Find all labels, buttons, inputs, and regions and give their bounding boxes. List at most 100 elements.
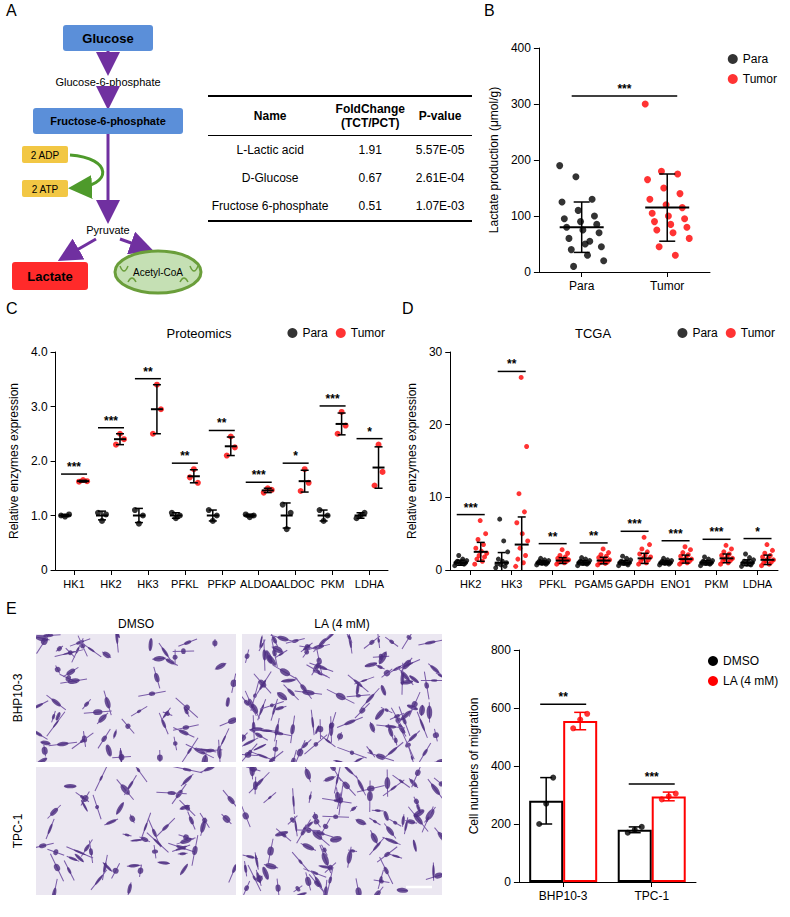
svg-text:2.0: 2.0 xyxy=(31,454,48,468)
svg-text:300: 300 xyxy=(511,97,531,111)
svg-text:0: 0 xyxy=(504,875,511,889)
svg-text:400: 400 xyxy=(511,41,531,55)
svg-text:800: 800 xyxy=(491,643,511,657)
svg-text:100: 100 xyxy=(511,209,531,223)
svg-text:**: ** xyxy=(507,357,517,371)
html-text:L-Lactic acid: L-Lactic acid xyxy=(236,143,304,157)
svg-text:2 ATP: 2 ATP xyxy=(32,184,59,195)
svg-text:400: 400 xyxy=(491,759,511,773)
svg-text:Relative enzymes expression: Relative enzymes expression xyxy=(405,383,419,539)
svg-text:Para: Para xyxy=(692,326,718,340)
svg-text:HK2: HK2 xyxy=(460,578,481,590)
svg-text:600: 600 xyxy=(491,701,511,715)
svg-text:HK2: HK2 xyxy=(100,578,121,590)
svg-text:PFKL: PFKL xyxy=(539,578,567,590)
svg-text:Glucose-6-phosphate: Glucose-6-phosphate xyxy=(55,76,160,88)
svg-text:Cell numbers of migration: Cell numbers of migration xyxy=(467,698,481,835)
html-text:0.67: 0.67 xyxy=(358,171,382,185)
html-text:FoldChange (TCT/PCT): FoldChange (TCT/PCT) xyxy=(335,102,405,130)
svg-text:PKM: PKM xyxy=(705,578,729,590)
svg-text:Lactate production (μmol/g): Lactate production (μmol/g) xyxy=(487,87,501,233)
svg-text:Proteomics: Proteomics xyxy=(166,326,232,341)
svg-text:LDHA: LDHA xyxy=(743,578,773,590)
svg-text:Acetyl-CoA: Acetyl-CoA xyxy=(133,267,183,278)
svg-text:DMSO: DMSO xyxy=(118,617,154,631)
svg-text:200: 200 xyxy=(491,817,511,831)
svg-text:***: *** xyxy=(710,525,724,539)
svg-text:Tumor: Tumor xyxy=(743,72,777,86)
svg-text:DMSO: DMSO xyxy=(723,654,759,668)
svg-text:HK1: HK1 xyxy=(63,578,84,590)
svg-text:HK3: HK3 xyxy=(501,578,522,590)
svg-text:LDHA: LDHA xyxy=(355,578,385,590)
svg-text:***: *** xyxy=(617,82,631,96)
svg-text:BHP10-3: BHP10-3 xyxy=(539,889,588,903)
svg-text:Fructose-6-phosphate: Fructose-6-phosphate xyxy=(50,115,166,127)
svg-text:3.0: 3.0 xyxy=(31,400,48,414)
svg-text:PFKP: PFKP xyxy=(207,578,236,590)
svg-text:2 ADP: 2 ADP xyxy=(31,150,60,161)
svg-text:TPC-1: TPC-1 xyxy=(634,889,669,903)
svg-text:***: *** xyxy=(252,468,266,482)
svg-text:*: * xyxy=(293,449,298,463)
svg-text:**: ** xyxy=(548,530,558,544)
svg-text:Para: Para xyxy=(569,279,595,293)
svg-text:***: *** xyxy=(67,460,81,474)
svg-text:Tumor: Tumor xyxy=(741,326,775,340)
svg-text:PFKL: PFKL xyxy=(171,578,199,590)
svg-text:Pyruvate: Pyruvate xyxy=(86,224,129,236)
svg-text:0: 0 xyxy=(524,265,531,279)
svg-text:Tumor: Tumor xyxy=(351,326,385,340)
html-text:Fructose 6-phosphate: Fructose 6-phosphate xyxy=(211,199,329,213)
svg-text:BHP10-3: BHP10-3 xyxy=(11,673,25,722)
svg-text:30: 30 xyxy=(429,345,443,359)
svg-text:1.0: 1.0 xyxy=(31,509,48,523)
svg-text:***: *** xyxy=(628,517,642,531)
svg-text:Glucose: Glucose xyxy=(82,31,133,46)
svg-text:200: 200 xyxy=(511,153,531,167)
svg-text:Lactate: Lactate xyxy=(27,269,73,284)
svg-text:Relative enzymes expression: Relative enzymes expression xyxy=(7,383,21,539)
html-text:C: C xyxy=(6,300,18,317)
html-text:2.61E-04: 2.61E-04 xyxy=(415,171,465,185)
svg-text:***: *** xyxy=(104,414,118,428)
html-text:Name: Name xyxy=(253,109,287,123)
svg-text:**: ** xyxy=(143,365,153,379)
svg-text:Tumor: Tumor xyxy=(650,279,684,293)
html-text:1.91: 1.91 xyxy=(358,143,382,157)
svg-text:ALDOA: ALDOA xyxy=(240,578,278,590)
svg-text:4.0: 4.0 xyxy=(31,345,48,359)
svg-text:TPC-1: TPC-1 xyxy=(11,813,25,848)
svg-text:**: ** xyxy=(559,690,569,704)
svg-text:***: *** xyxy=(464,501,478,515)
svg-text:ENO1: ENO1 xyxy=(661,578,691,590)
svg-text:**: ** xyxy=(217,416,227,430)
svg-text:***: *** xyxy=(645,770,659,784)
html-text:D-Glucose: D-Glucose xyxy=(241,171,299,185)
html-text:5.57E-05: 5.57E-05 xyxy=(415,143,465,157)
html-text:D: D xyxy=(402,300,414,317)
svg-text:10: 10 xyxy=(429,490,443,504)
svg-text:*: * xyxy=(755,525,760,539)
svg-text:*: * xyxy=(367,425,372,439)
svg-text:20: 20 xyxy=(429,418,443,432)
svg-text:**: ** xyxy=(589,529,599,543)
svg-text:0: 0 xyxy=(41,563,48,577)
svg-text:PKM: PKM xyxy=(321,578,345,590)
svg-text:**: ** xyxy=(180,449,190,463)
svg-text:***: *** xyxy=(326,392,340,406)
svg-text:0: 0 xyxy=(436,563,443,577)
svg-text:TCGA: TCGA xyxy=(575,326,611,341)
svg-text:GAPDH: GAPDH xyxy=(615,578,654,590)
svg-text:HK3: HK3 xyxy=(137,578,158,590)
svg-text:Para: Para xyxy=(302,326,328,340)
svg-text:PGAM5: PGAM5 xyxy=(574,578,613,590)
html-text:0.51: 0.51 xyxy=(358,199,382,213)
svg-text:***: *** xyxy=(669,527,683,541)
svg-text:LA (4 mM): LA (4 mM) xyxy=(723,674,778,688)
html-text:1.07E-03: 1.07E-03 xyxy=(415,199,465,213)
html-text:P-value: P-value xyxy=(418,109,462,123)
svg-text:Para: Para xyxy=(743,52,769,66)
svg-text:LA (4 mM): LA (4 mM) xyxy=(314,617,369,631)
svg-text:ALDOC: ALDOC xyxy=(277,578,315,590)
